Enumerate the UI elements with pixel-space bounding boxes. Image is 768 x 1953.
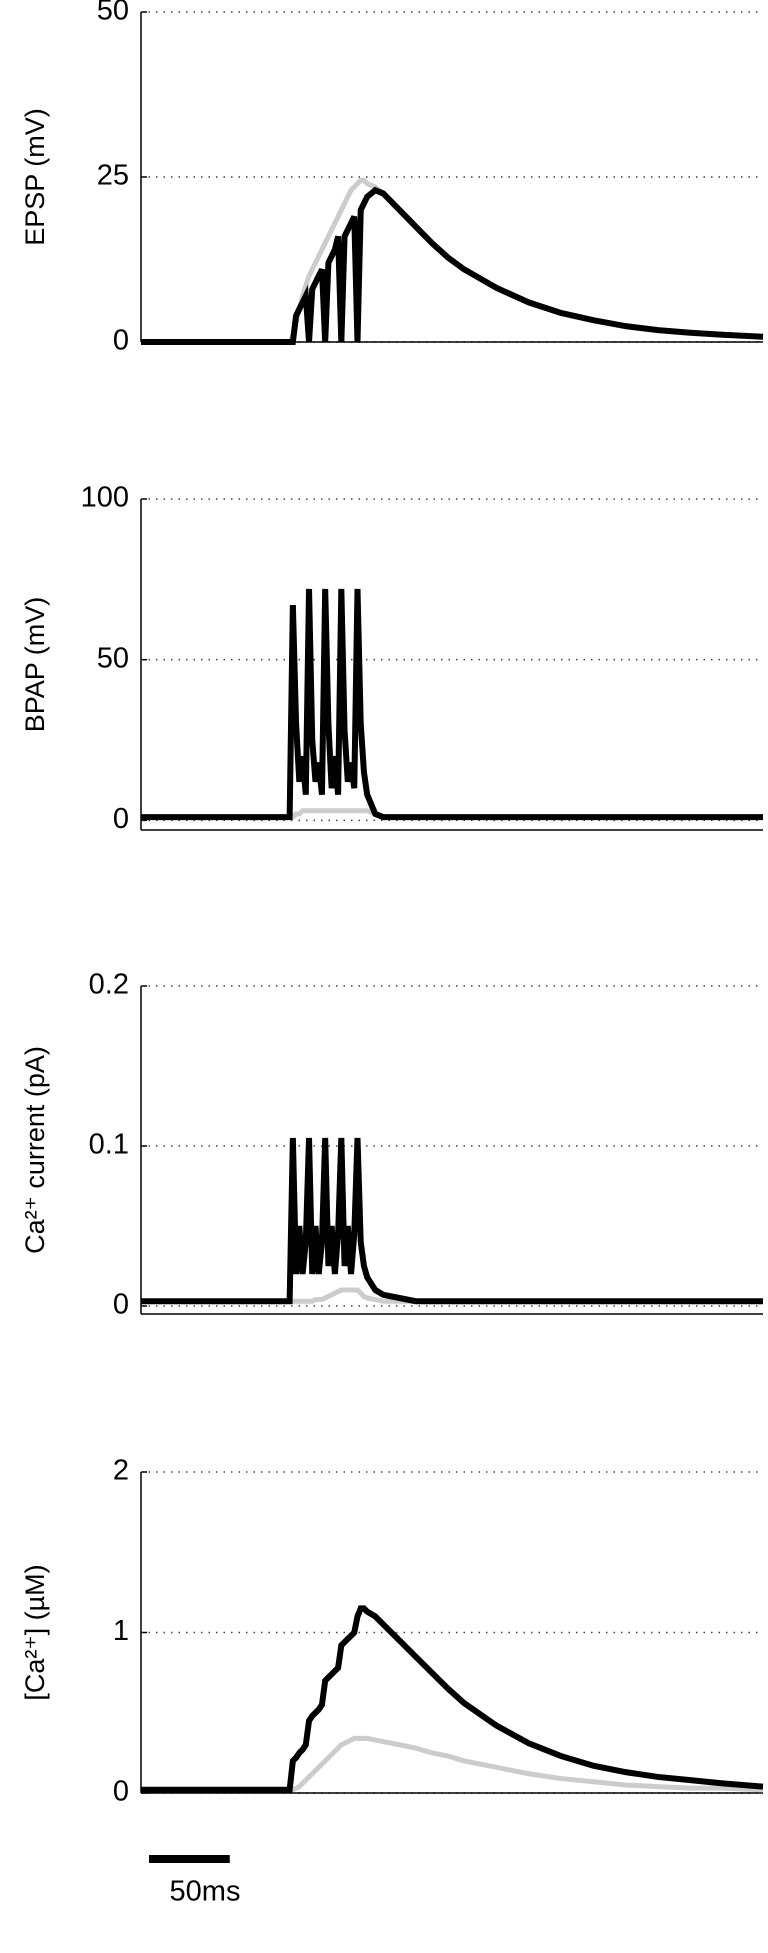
y-tick-label: 0 <box>113 803 129 835</box>
y-tick-label: 0 <box>113 325 129 357</box>
y-axis-label: [Ca²⁺] (µM) <box>20 1564 50 1700</box>
data-line <box>141 1735 764 1793</box>
y-axis-label: EPSP (mV) <box>20 108 50 246</box>
y-tick-label: 100 <box>81 482 129 514</box>
y-tick-label: 25 <box>97 160 129 192</box>
y-tick-label: 0.1 <box>89 1129 129 1161</box>
data-line <box>141 1605 764 1793</box>
scale-bar-label: 50ms <box>170 1876 241 1908</box>
y-axis-label: Ca²⁺ current (pA) <box>20 1046 50 1254</box>
y-axis-label: BPAP (mV) <box>20 597 50 733</box>
y-tick-label: 0 <box>113 1776 129 1808</box>
y-tick-label: 0.2 <box>89 969 129 1001</box>
y-tick-label: 0 <box>113 1289 129 1321</box>
y-tick-label: 2 <box>113 1455 129 1487</box>
data-line <box>141 1137 763 1305</box>
y-tick-label: 50 <box>97 0 129 27</box>
data-line <box>141 186 764 345</box>
data-line <box>141 588 763 821</box>
y-tick-label: 1 <box>113 1615 129 1647</box>
y-tick-label: 50 <box>97 642 129 674</box>
